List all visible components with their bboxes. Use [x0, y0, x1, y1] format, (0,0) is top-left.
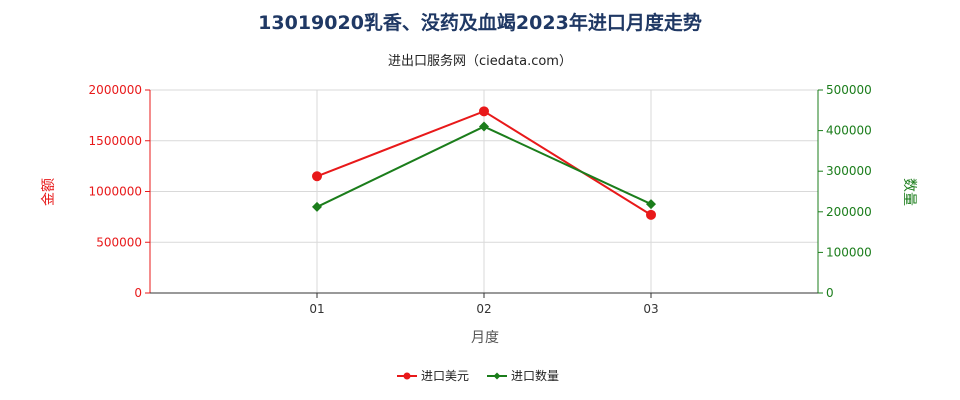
- legend-marker: [403, 372, 411, 380]
- legend-item[interactable]: 进口数量: [487, 368, 559, 383]
- right-tick-label: 0: [826, 286, 834, 300]
- left-tick-label: 500000: [96, 235, 142, 249]
- right-axis-label: 数量: [901, 178, 917, 206]
- x-tick-label: 02: [476, 302, 491, 316]
- left-tick-label: 1000000: [89, 185, 142, 199]
- series-group: [312, 106, 656, 220]
- right-tick-label: 300000: [826, 164, 872, 178]
- data-point[interactable]: [646, 209, 656, 220]
- grid-lines: [150, 89, 818, 294]
- data-point[interactable]: [312, 171, 322, 182]
- right-tick-label: 400000: [826, 124, 872, 138]
- x-tick-label: 03: [643, 302, 658, 316]
- right-tick-label: 500000: [826, 83, 872, 97]
- data-point[interactable]: [312, 201, 322, 212]
- legend-item[interactable]: 进口美元: [397, 369, 469, 383]
- x-axis-ticks: 01 02 03: [309, 293, 659, 316]
- right-axis-ticks: 0 100000 200000 300000 400000 500000: [818, 83, 872, 300]
- left-axis-ticks: 0 500000 1000000 1500000 2000000: [89, 83, 150, 300]
- chart-subtitle: 进出口服务网（ciedata.com）: [388, 54, 572, 69]
- left-tick-label: 0: [134, 286, 142, 300]
- chart-title: 13019020乳香、没药及血竭2023年进口月度走势: [258, 12, 702, 34]
- data-point[interactable]: [479, 106, 489, 117]
- left-tick-label: 2000000: [89, 83, 142, 97]
- right-tick-label: 200000: [826, 205, 872, 219]
- left-tick-label: 1500000: [89, 134, 142, 148]
- x-tick-label: 01: [309, 302, 324, 316]
- right-tick-label: 100000: [826, 245, 872, 259]
- data-point[interactable]: [646, 199, 656, 210]
- legend-marker: [493, 372, 501, 380]
- legend: 进口美元 进口数量: [397, 368, 559, 383]
- legend-label: 进口美元: [421, 369, 469, 383]
- data-point[interactable]: [479, 121, 489, 132]
- x-axis-label: 月度: [471, 330, 499, 346]
- left-axis-label: 金额: [41, 178, 57, 206]
- legend-label: 进口数量: [511, 368, 559, 383]
